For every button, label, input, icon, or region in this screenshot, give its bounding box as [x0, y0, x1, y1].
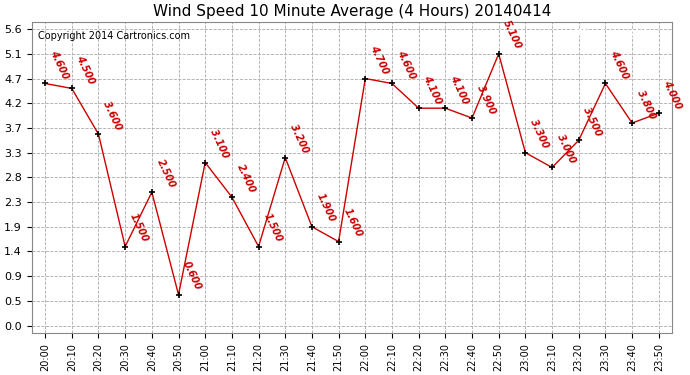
Text: 3.500: 3.500: [582, 105, 604, 138]
Text: 0.600: 0.600: [181, 260, 204, 292]
Text: 4.500: 4.500: [75, 54, 97, 86]
Text: 4.600: 4.600: [608, 49, 630, 81]
Text: 4.000: 4.000: [662, 78, 684, 110]
Text: 4.100: 4.100: [448, 73, 470, 105]
Text: 3.900: 3.900: [475, 83, 497, 115]
Title: Wind Speed 10 Minute Average (4 Hours) 20140414: Wind Speed 10 Minute Average (4 Hours) 2…: [152, 4, 551, 19]
Text: 1.900: 1.900: [315, 192, 337, 224]
Text: 4.600: 4.600: [48, 49, 70, 81]
Text: 1.500: 1.500: [128, 211, 150, 244]
Text: 4.700: 4.700: [368, 44, 390, 76]
Text: 2.500: 2.500: [155, 157, 177, 189]
Text: 3.300: 3.300: [528, 118, 550, 150]
Text: 3.100: 3.100: [208, 128, 230, 160]
Text: 2.400: 2.400: [235, 162, 257, 194]
Text: 5.100: 5.100: [502, 19, 524, 51]
Text: 3.000: 3.000: [555, 133, 577, 165]
Text: 3.200: 3.200: [288, 123, 310, 155]
Text: 1.600: 1.600: [342, 207, 364, 239]
Text: 3.600: 3.600: [101, 99, 124, 131]
Text: 3.800: 3.800: [635, 88, 657, 120]
Text: 4.100: 4.100: [422, 73, 444, 105]
Text: 4.600: 4.600: [395, 49, 417, 81]
Text: Copyright 2014 Cartronics.com: Copyright 2014 Cartronics.com: [38, 31, 190, 41]
Text: 1.500: 1.500: [262, 211, 284, 244]
